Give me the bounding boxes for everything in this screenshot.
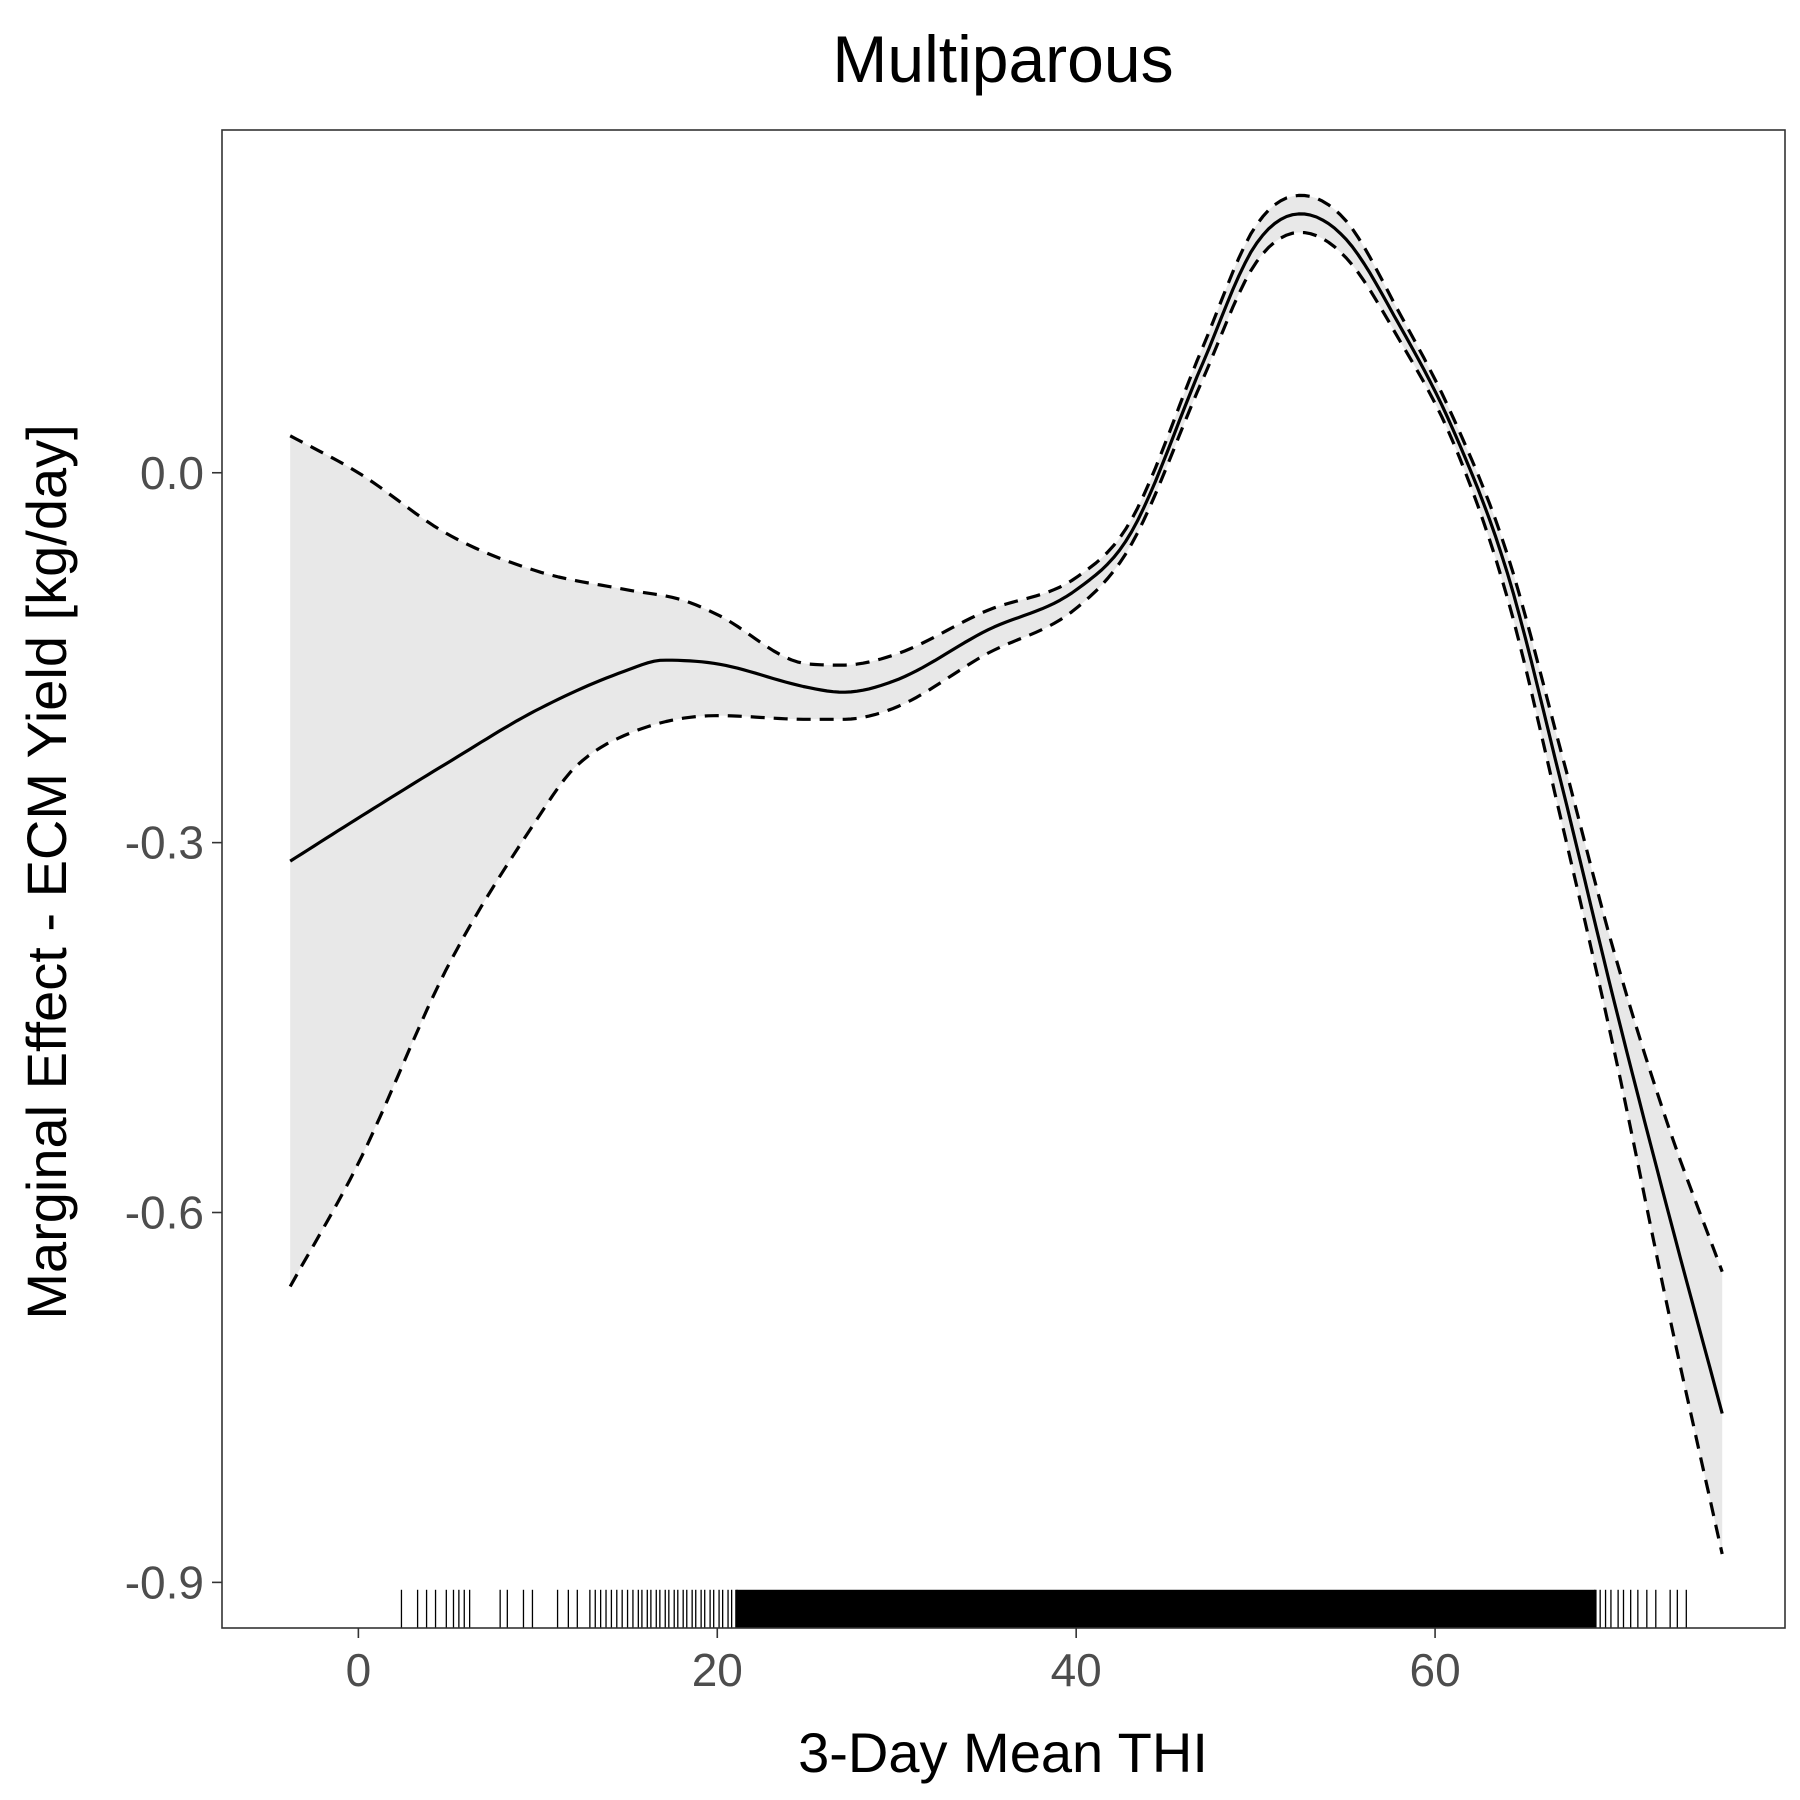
estimate-line	[289, 212, 1724, 1414]
y-tick-label: -0.6	[125, 1187, 204, 1239]
y-axis-ticks: -0.9 -0.6 -0.3 0.0	[125, 447, 222, 1608]
series-lines	[288, 193, 1724, 1555]
y-tick-label: -0.9	[125, 1556, 204, 1608]
x-tick-label: 0	[346, 1644, 372, 1696]
upper-bound-line	[289, 193, 1724, 1273]
y-tick-label: -0.3	[125, 817, 204, 869]
rug-dense-block	[735, 1589, 1597, 1628]
y-axis-label: Marginal Effect - ECM Yield [kg/day]	[15, 424, 78, 1319]
lower-bound-line	[288, 230, 1724, 1555]
data-rug	[400, 1589, 1687, 1628]
x-tick-label: 40	[1051, 1644, 1102, 1696]
x-tick-label: 60	[1409, 1644, 1460, 1696]
x-axis-label: 3-Day Mean THI	[798, 1721, 1208, 1784]
y-tick-label: 0.0	[140, 447, 204, 499]
x-axis-ticks: 0 20 40 60	[346, 1628, 1461, 1696]
plot-frame	[221, 129, 1786, 1629]
x-tick-label: 20	[692, 1644, 743, 1696]
chart-title: Multiparous	[832, 22, 1173, 96]
